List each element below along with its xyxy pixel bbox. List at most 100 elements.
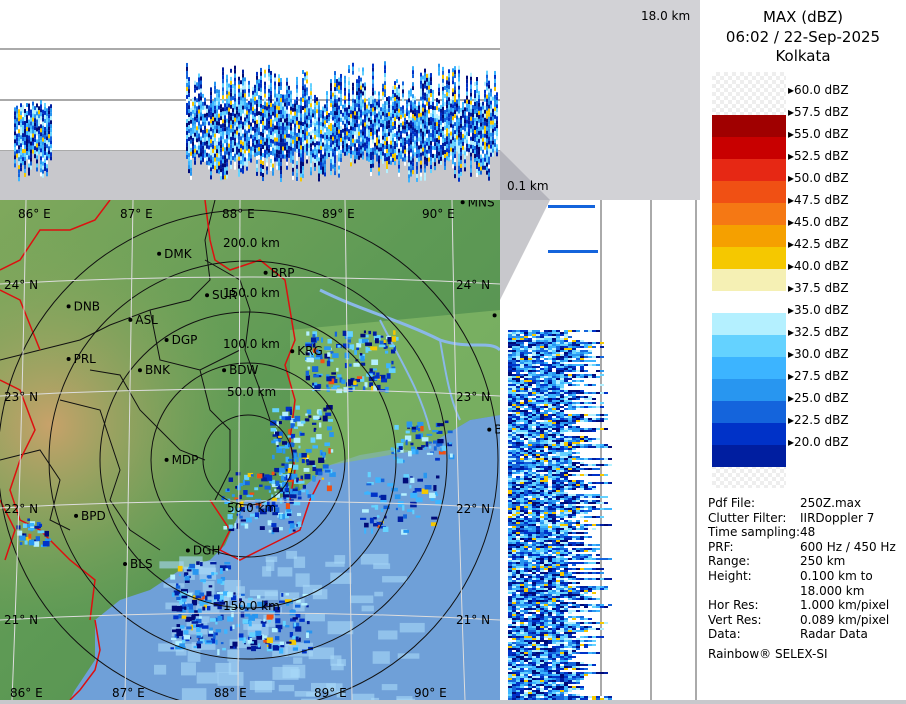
info-value: 0.100 km to	[800, 569, 873, 583]
legend-label: ▸35.0 dBZ	[788, 303, 849, 317]
info-key: Vert Res:	[708, 613, 762, 627]
station-label: SUR	[212, 288, 237, 302]
legend-swatch	[712, 445, 786, 467]
legend-label: ▸60.0 dBZ	[788, 83, 849, 97]
top-height-label: 18.0 km	[641, 9, 690, 23]
legend-swatch	[712, 203, 786, 225]
station-label: MDP	[172, 453, 199, 467]
station-dot	[264, 271, 268, 275]
info-key: Height:	[708, 569, 752, 583]
legend-swatch	[712, 181, 786, 203]
range-label: 50.0 km	[227, 501, 276, 515]
lon-label-top: 89° E	[322, 207, 355, 221]
lat-label-right: 22° N	[456, 502, 490, 516]
station-dot	[290, 349, 294, 353]
legend-swatch	[712, 379, 786, 401]
lon-label-top: 90° E	[422, 207, 455, 221]
product-title: MAX (dBZ)	[700, 8, 906, 26]
datetime-title: 06:02 / 22-Sep-2025	[700, 28, 906, 46]
info-key: Pdf File:	[708, 496, 755, 510]
info-value: 1.000 km/pixel	[800, 598, 889, 612]
top-profile-panel	[0, 0, 500, 200]
station-dot	[165, 458, 169, 462]
lon-label-top: 86° E	[18, 207, 51, 221]
station-dot	[67, 304, 71, 308]
legend-swatch	[712, 225, 786, 247]
info-key: Data:	[708, 627, 741, 641]
legend-label: ▸52.5 dBZ	[788, 149, 849, 163]
legend-label: ▸27.5 dBZ	[788, 369, 849, 383]
range-label: 50.0 km	[227, 385, 276, 399]
lat-label-right: 21° N	[456, 613, 490, 627]
corner-panel	[500, 0, 700, 200]
legend-checker-top	[712, 72, 786, 115]
bottom-height-label: 0.1 km	[507, 179, 549, 193]
station-dot	[493, 313, 497, 317]
location-title: Kolkata	[700, 47, 906, 65]
station-dot	[123, 562, 127, 566]
info-value: Radar Data	[800, 627, 868, 641]
station-dot	[186, 549, 190, 553]
station-label: MNS	[468, 200, 495, 209]
range-label: 100.0 km	[223, 337, 280, 351]
lon-label-bottom: 88° E	[214, 686, 247, 700]
info-key: Time sampling:48	[708, 525, 815, 539]
station-dot	[74, 514, 78, 518]
legend-swatch	[712, 313, 786, 335]
station-dot	[222, 368, 226, 372]
legend-swatch	[712, 269, 786, 291]
station-label: BDW	[229, 363, 258, 377]
info-value: 600 Hz / 450 Hz	[800, 540, 896, 554]
station-label: BPD	[81, 509, 106, 523]
legend-swatch	[712, 335, 786, 357]
legend-label: ▸25.0 dBZ	[788, 391, 849, 405]
legend-swatch	[712, 115, 786, 137]
info-value: 250Z.max	[800, 496, 861, 510]
legend-swatch	[712, 357, 786, 379]
radar-map-svg[interactable]: 86° E86° E87° E87° E88° E88° E89° E89° E…	[0, 200, 500, 700]
range-label: 150.0 km	[223, 599, 280, 613]
station-label: DGH	[193, 544, 221, 558]
station-dot	[165, 338, 169, 342]
legend-swatch	[712, 423, 786, 445]
legend-label: ▸55.0 dBZ	[788, 127, 849, 141]
station-dot	[67, 357, 71, 361]
station-dot	[128, 318, 132, 322]
info-key: Clutter Filter:	[708, 511, 786, 525]
lon-label-bottom: 86° E	[10, 686, 43, 700]
station-dot	[487, 428, 491, 432]
legend-label: ▸50.0 dBZ	[788, 171, 849, 185]
lon-label-top: 88° E	[222, 207, 255, 221]
legend-swatch	[712, 401, 786, 423]
legend-swatch	[712, 137, 786, 159]
lat-label-left: 23° N	[4, 390, 38, 404]
info-key: Range:	[708, 554, 750, 568]
lat-label-left: 22° N	[4, 502, 38, 516]
station-dot	[461, 200, 465, 204]
lon-label-bottom: 89° E	[314, 686, 347, 700]
legend-label: ▸40.0 dBZ	[788, 259, 849, 273]
lon-label-bottom: 90° E	[414, 686, 447, 700]
top-profile-svg	[0, 0, 500, 200]
legend-label: ▸45.0 dBZ	[788, 215, 849, 229]
station-label: ASL	[135, 313, 158, 327]
right-profile-panel	[500, 200, 700, 700]
station-dot	[205, 293, 209, 297]
lat-label-left: 21° N	[4, 613, 38, 627]
legend-label: ▸20.0 dBZ	[788, 435, 849, 449]
lat-label-left: 24° N	[4, 278, 38, 292]
legend-label: ▸42.5 dBZ	[788, 237, 849, 251]
station-label: PRL	[74, 352, 97, 366]
info-key: PRF:	[708, 540, 734, 554]
lon-label-top: 87° E	[120, 207, 153, 221]
station-dot	[157, 252, 161, 256]
station-label: BSL	[494, 423, 500, 437]
legend-label: ▸32.5 dBZ	[788, 325, 849, 339]
info-value: 250 km	[800, 554, 845, 568]
footer-credit: Rainbow® SELEX-SI	[708, 647, 828, 661]
legend-label: ▸37.5 dBZ	[788, 281, 849, 295]
station-label: DMK	[164, 247, 193, 261]
info-value: 0.089 km/pixel	[800, 613, 889, 627]
station-label: BRP	[271, 266, 295, 280]
